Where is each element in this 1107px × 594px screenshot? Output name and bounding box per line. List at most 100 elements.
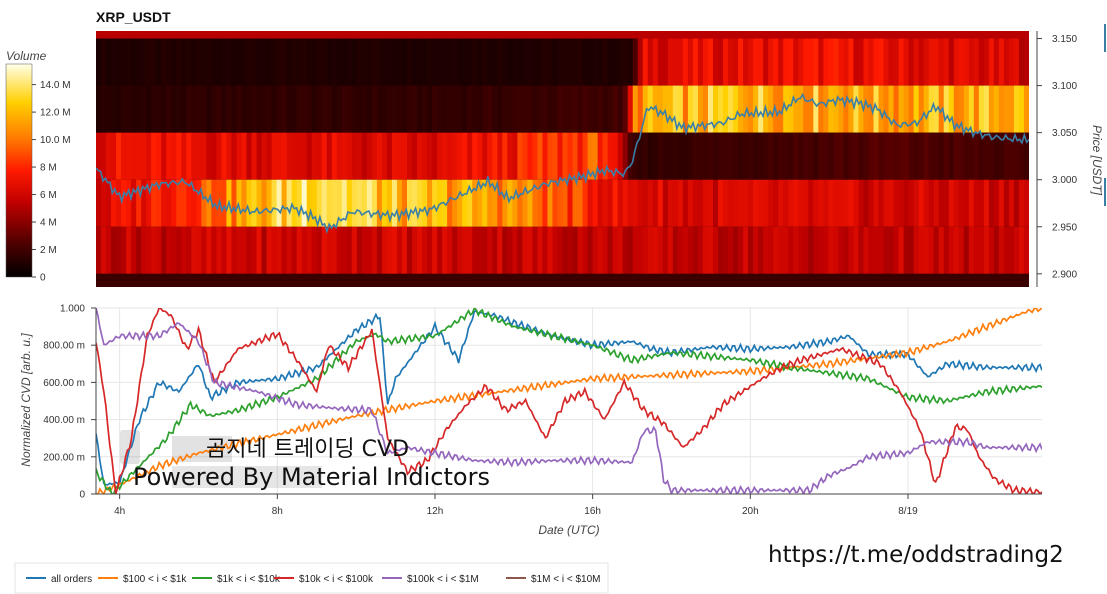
heatmap-cell	[281, 85, 288, 133]
heatmap-cell	[998, 132, 1005, 180]
heatmap-cell	[176, 226, 182, 274]
heatmap-cell	[818, 132, 824, 180]
heatmap-cell	[181, 85, 187, 133]
heatmap-cell	[201, 85, 207, 133]
heatmap-cell	[351, 132, 358, 180]
heatmap-cell	[1023, 179, 1029, 227]
heatmap-cell	[186, 179, 192, 227]
heatmap-cell	[171, 132, 177, 180]
heatmap-cell	[998, 226, 1005, 274]
heatmap-cell	[432, 85, 438, 133]
heatmap-cell	[286, 38, 293, 86]
heatmap-cell	[241, 179, 248, 227]
heatmap-cell	[111, 132, 117, 180]
heatmap-cell	[562, 132, 569, 180]
heatmap-cell	[748, 38, 754, 86]
cvd-x-axis-label: Date (UTC)	[538, 523, 599, 537]
heatmap-cell	[828, 179, 834, 227]
heatmap-cell	[662, 226, 669, 274]
heatmap-cell	[622, 38, 629, 86]
heatmap-cell	[853, 226, 860, 274]
heatmap-cell	[452, 85, 458, 133]
heatmap-cell	[963, 38, 970, 86]
heatmap-cell	[682, 85, 689, 133]
heatmap-cell	[582, 132, 589, 180]
heatmap-cell	[542, 226, 549, 274]
heatmap-cell	[637, 85, 644, 133]
heatmap-cell	[728, 132, 734, 180]
heatmap-cell	[582, 226, 589, 274]
heatmap-cell	[96, 226, 102, 274]
cvd-series-line	[96, 308, 1042, 494]
telegram-link[interactable]: https://t.me/oddstrading2	[768, 542, 1064, 568]
heatmap-cell	[532, 132, 539, 180]
heatmap-cell	[998, 38, 1005, 86]
heatmap-cell	[472, 179, 478, 227]
heatmap-cell	[973, 226, 980, 274]
heatmap-cell	[482, 85, 488, 133]
heatmap-cell	[391, 38, 398, 86]
heatmap-cell	[141, 85, 147, 133]
heatmap-cell	[632, 226, 639, 274]
heatmap-cell	[261, 85, 268, 133]
heatmap-cell	[301, 38, 308, 86]
heatmap-cell	[96, 85, 102, 133]
heatmap-cell	[281, 132, 288, 180]
heatmap-cell	[993, 85, 1000, 133]
heatmap-cell	[873, 179, 880, 227]
heatmap-cell	[647, 226, 654, 274]
heatmap-cell	[417, 226, 423, 274]
heatmap-cell	[552, 226, 559, 274]
heatmap-cell	[868, 179, 875, 227]
heatmap-cell	[291, 85, 298, 133]
heatmap-cell	[602, 38, 609, 86]
heatmap-cell	[667, 38, 674, 86]
heatmap-cell	[412, 38, 418, 86]
heatmap-cell	[437, 85, 443, 133]
heatmap-cell	[813, 179, 819, 227]
heatmap-cell	[778, 179, 784, 227]
heatmap-cell	[507, 226, 513, 274]
heatmap-cell	[542, 179, 549, 227]
heatmap-cell	[447, 179, 453, 227]
heatmap-cell	[697, 85, 704, 133]
heatmap-cell	[632, 38, 639, 86]
heatmap-cell	[567, 179, 574, 227]
heatmap-cell	[386, 132, 393, 180]
heatmap-cell	[657, 85, 664, 133]
heatmap-cell	[116, 226, 122, 274]
heatmap-cell	[116, 38, 122, 86]
heatmap-cell	[1008, 226, 1015, 274]
heatmap-cell	[667, 226, 674, 274]
heatmap-cell	[517, 38, 523, 86]
heatmap-cell	[707, 38, 714, 86]
heatmap-cell	[251, 38, 258, 86]
heatmap-cell	[692, 85, 699, 133]
heatmap-cell	[667, 85, 674, 133]
heatmap-cell	[111, 179, 117, 227]
heatmap-cell	[853, 179, 860, 227]
cvd-y-axis-label: Normalized CVD [arb. u.]	[19, 333, 33, 467]
price-tick-label: 2.950	[1052, 222, 1077, 233]
heatmap-cell	[407, 179, 413, 227]
heatmap-cell	[386, 38, 393, 86]
heatmap-cell	[557, 132, 564, 180]
heatmap-cell	[888, 38, 895, 86]
heatmap-cell	[833, 38, 839, 86]
heatmap-cell	[417, 38, 423, 86]
heatmap-cell	[983, 179, 990, 227]
heatmap-cell	[537, 226, 544, 274]
heatmap-cell	[893, 179, 900, 227]
heatmap-cell	[733, 38, 739, 86]
heatmap-cell	[256, 179, 263, 227]
heatmap-cell	[622, 226, 629, 274]
heatmap-cell	[988, 85, 995, 133]
heatmap-cell	[482, 179, 488, 227]
heatmap-cell	[592, 179, 599, 227]
heatmap-cell	[166, 85, 172, 133]
heatmap-cell	[487, 85, 493, 133]
heatmap-cell	[562, 38, 569, 86]
heatmap-cell	[366, 179, 373, 227]
heatmap-cell	[808, 179, 814, 227]
heatmap-cell	[537, 132, 544, 180]
